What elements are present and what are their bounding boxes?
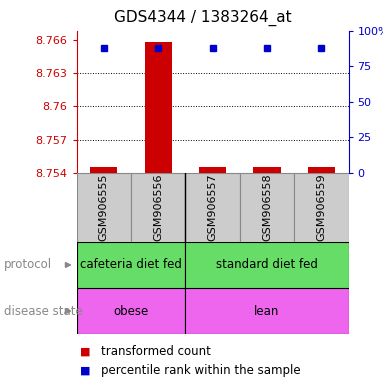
Text: GSM906555: GSM906555 — [99, 174, 109, 241]
Text: standard diet fed: standard diet fed — [216, 258, 318, 271]
Text: lean: lean — [254, 305, 280, 318]
Bar — [199, 167, 226, 173]
Text: GSM906557: GSM906557 — [208, 174, 218, 241]
Bar — [185, 288, 349, 334]
Bar — [308, 167, 335, 173]
Text: protocol: protocol — [4, 258, 52, 271]
Bar — [90, 167, 118, 173]
Text: disease state: disease state — [4, 305, 83, 318]
Text: GDS4344 / 1383264_at: GDS4344 / 1383264_at — [114, 10, 292, 26]
Bar — [254, 167, 280, 173]
Bar — [131, 173, 185, 242]
Bar — [77, 173, 131, 242]
Text: obese: obese — [113, 305, 149, 318]
Bar — [77, 242, 185, 288]
Bar — [145, 42, 172, 173]
Text: GSM906559: GSM906559 — [316, 174, 326, 241]
Text: percentile rank within the sample: percentile rank within the sample — [101, 364, 301, 377]
Text: ■: ■ — [80, 346, 91, 356]
Text: ■: ■ — [80, 366, 91, 376]
Bar — [185, 242, 349, 288]
Bar — [185, 173, 240, 242]
Text: cafeteria diet fed: cafeteria diet fed — [80, 258, 182, 271]
Bar — [294, 173, 349, 242]
Text: transformed count: transformed count — [101, 345, 211, 358]
Bar — [240, 173, 294, 242]
Text: GSM906556: GSM906556 — [153, 174, 163, 241]
Bar — [77, 288, 185, 334]
Text: GSM906558: GSM906558 — [262, 174, 272, 241]
